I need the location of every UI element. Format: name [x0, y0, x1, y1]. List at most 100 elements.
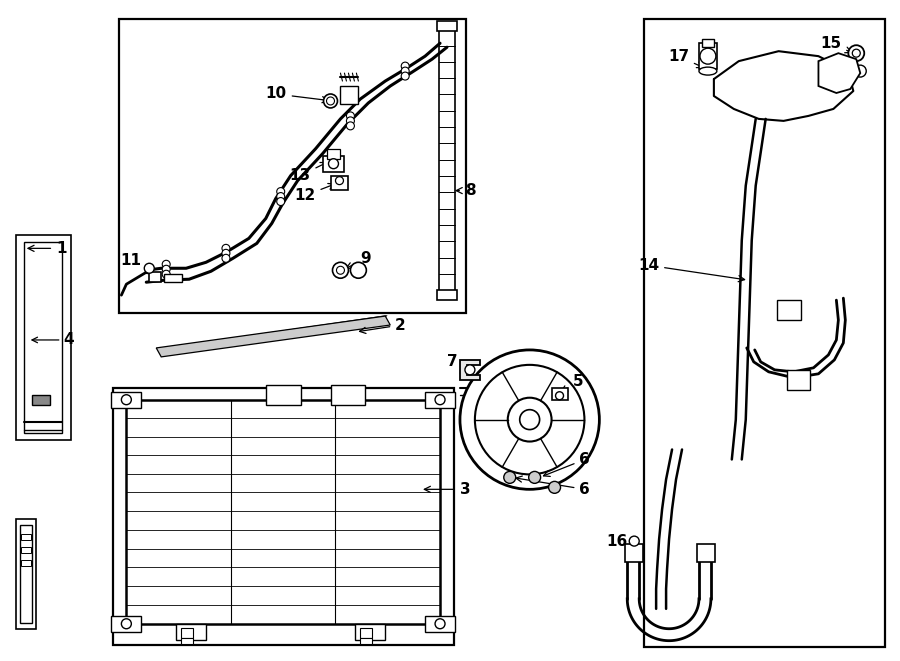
Bar	[702, 39, 714, 47]
Text: 10: 10	[266, 87, 328, 102]
Bar	[164, 274, 182, 282]
Circle shape	[162, 260, 170, 268]
Bar	[777, 300, 800, 320]
Circle shape	[528, 471, 541, 483]
Circle shape	[401, 72, 410, 80]
Bar	[113, 388, 454, 644]
Bar	[126, 400, 440, 624]
Bar	[425, 616, 455, 632]
Circle shape	[337, 266, 345, 274]
Text: 6: 6	[516, 476, 590, 497]
Circle shape	[460, 350, 599, 489]
Circle shape	[222, 249, 230, 257]
Circle shape	[346, 117, 355, 125]
Bar	[340, 86, 358, 104]
Bar	[149, 272, 161, 282]
Bar	[181, 638, 194, 644]
Circle shape	[122, 619, 131, 629]
Text: 15: 15	[820, 36, 851, 53]
Bar	[16, 235, 70, 440]
Bar	[437, 21, 457, 31]
Bar	[327, 149, 340, 159]
Circle shape	[401, 67, 410, 75]
Polygon shape	[157, 316, 391, 357]
Text: 2: 2	[359, 317, 406, 333]
Bar	[330, 385, 365, 405]
Circle shape	[144, 263, 154, 273]
Bar	[644, 19, 886, 646]
Circle shape	[276, 192, 284, 200]
Circle shape	[122, 395, 131, 405]
Circle shape	[346, 122, 355, 130]
Bar	[330, 176, 348, 190]
Circle shape	[346, 112, 355, 120]
Circle shape	[465, 365, 475, 375]
Circle shape	[508, 398, 552, 442]
Text: 9: 9	[346, 251, 371, 268]
Circle shape	[549, 481, 561, 493]
Bar	[112, 616, 141, 632]
Bar	[16, 519, 36, 629]
Circle shape	[629, 536, 639, 546]
Circle shape	[700, 48, 716, 64]
Bar	[697, 544, 715, 562]
Circle shape	[328, 159, 338, 169]
Bar	[360, 628, 373, 638]
Circle shape	[336, 176, 344, 184]
Circle shape	[323, 94, 338, 108]
Polygon shape	[818, 53, 860, 93]
Circle shape	[854, 65, 866, 77]
Bar	[360, 638, 373, 644]
Circle shape	[350, 262, 366, 278]
Bar	[699, 43, 717, 69]
Text: 16: 16	[606, 533, 637, 552]
Polygon shape	[460, 360, 480, 380]
Bar	[21, 547, 31, 553]
Bar	[21, 560, 31, 566]
Bar	[23, 243, 61, 432]
Bar	[626, 544, 644, 562]
Bar	[21, 534, 31, 540]
Bar	[20, 525, 32, 623]
Ellipse shape	[699, 67, 717, 75]
Bar	[425, 392, 455, 408]
Bar	[120, 19, 466, 313]
Circle shape	[332, 262, 348, 278]
Circle shape	[504, 471, 516, 483]
Circle shape	[435, 395, 445, 405]
Text: 14: 14	[638, 258, 744, 282]
Text: 3: 3	[424, 482, 471, 497]
Circle shape	[555, 392, 563, 400]
Circle shape	[849, 45, 864, 61]
Text: 1: 1	[28, 241, 67, 256]
Text: 17: 17	[668, 49, 703, 67]
Text: 6: 6	[544, 452, 590, 477]
Circle shape	[519, 410, 540, 430]
Text: 4: 4	[64, 332, 75, 348]
Circle shape	[276, 188, 284, 196]
Bar	[266, 385, 301, 405]
Bar	[356, 624, 385, 640]
Bar	[322, 156, 345, 172]
Text: 12: 12	[294, 184, 335, 203]
Bar	[437, 290, 457, 300]
Circle shape	[222, 245, 230, 253]
Circle shape	[435, 619, 445, 629]
Circle shape	[276, 198, 284, 206]
Bar	[181, 628, 194, 638]
Bar	[32, 395, 50, 405]
Circle shape	[852, 49, 860, 57]
Circle shape	[327, 97, 335, 105]
Text: 8: 8	[456, 183, 475, 198]
Circle shape	[401, 62, 410, 70]
Circle shape	[162, 265, 170, 273]
Bar	[112, 392, 141, 408]
Bar	[552, 388, 568, 400]
Circle shape	[162, 270, 170, 278]
Text: 13: 13	[290, 163, 327, 183]
Circle shape	[475, 365, 584, 475]
Circle shape	[222, 254, 230, 262]
Text: 11: 11	[121, 253, 153, 274]
Text: 5: 5	[561, 374, 583, 391]
Bar	[176, 624, 206, 640]
